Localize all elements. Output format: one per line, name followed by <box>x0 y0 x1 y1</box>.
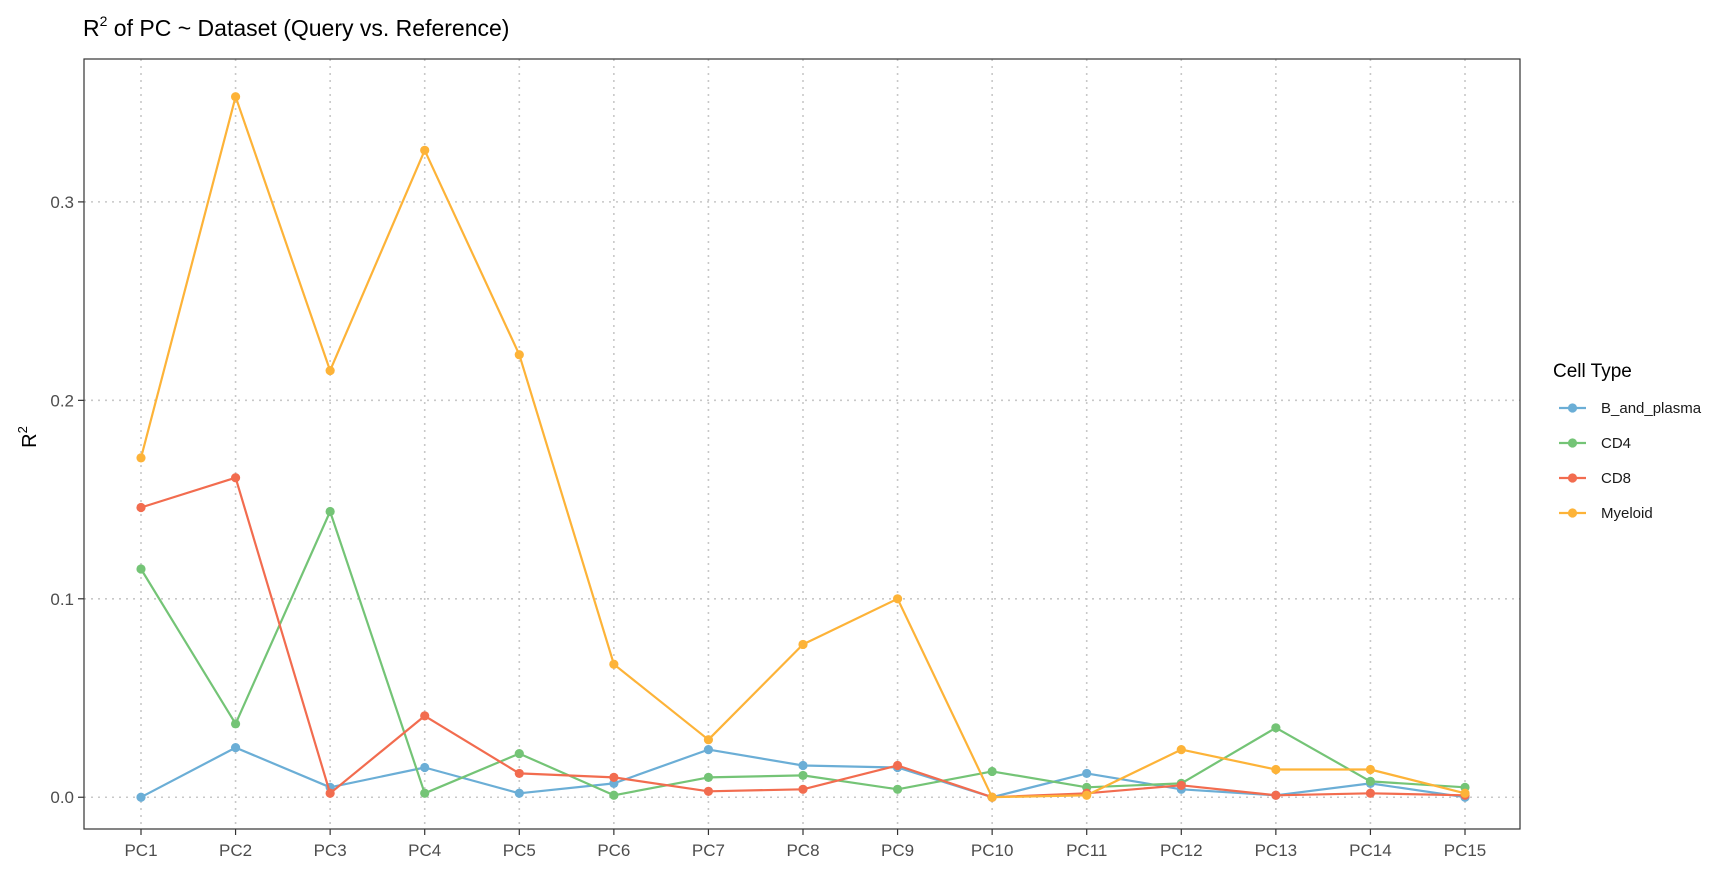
data-point-cd8 <box>1176 780 1186 790</box>
x-tick-label: PC15 <box>1444 841 1487 860</box>
data-point-myeloid <box>1082 790 1092 800</box>
data-point-cd8 <box>1365 788 1376 798</box>
legend: Cell Type B_and_plasma CD4 CD8 Myeloid <box>1553 361 1702 522</box>
y-tick-label: 0.1 <box>50 590 74 609</box>
series-line-cd8 <box>140 476 1466 799</box>
x-tick-label: PC9 <box>881 841 914 860</box>
data-point-myeloid <box>609 659 619 669</box>
data-point-myeloid <box>892 594 903 604</box>
data-point-cd8 <box>1271 790 1281 800</box>
data-point-b-and-plasma <box>420 762 430 773</box>
legend-label: Myeloid <box>1601 505 1653 522</box>
x-tick-label: PC4 <box>408 841 441 860</box>
series-myeloid <box>136 92 1470 802</box>
data-point-cd4 <box>420 788 430 798</box>
data-point-myeloid <box>1460 788 1470 798</box>
x-tick-label: PC7 <box>692 841 725 860</box>
data-point-cd4 <box>798 770 808 781</box>
data-point-b-and-plasma <box>798 760 808 771</box>
legend-label: B_and_plasma <box>1601 400 1702 417</box>
y-tick-label: 0.0 <box>50 788 74 807</box>
data-point-myeloid <box>1271 764 1281 775</box>
data-point-cd8 <box>609 772 619 783</box>
data-point-cd4 <box>609 790 619 800</box>
legend-title: Cell Type <box>1553 361 1632 382</box>
legend-label: CD4 <box>1601 435 1631 452</box>
data-point-cd8 <box>798 784 808 794</box>
data-point-myeloid <box>420 145 430 155</box>
data-point-cd8 <box>136 502 146 513</box>
data-point-cd4 <box>514 748 524 759</box>
legend-key-point <box>1567 403 1578 413</box>
data-point-b-and-plasma <box>230 743 241 753</box>
data-point-cd4 <box>325 506 335 517</box>
legend-key-point <box>1567 438 1578 448</box>
data-point-myeloid <box>325 365 335 376</box>
data-point-cd8 <box>325 788 335 798</box>
x-tick-label: PC12 <box>1160 841 1203 860</box>
data-point-cd4 <box>1271 723 1281 733</box>
data-point-cd8 <box>514 768 524 779</box>
series-layer <box>136 92 1470 802</box>
legend-item-myeloid: Myeloid <box>1559 505 1653 522</box>
y-tick-label: 0.2 <box>50 391 74 410</box>
data-point-myeloid <box>1176 745 1186 755</box>
legend-key-point <box>1567 473 1578 483</box>
data-point-b-and-plasma <box>514 788 524 798</box>
data-point-myeloid <box>230 92 241 102</box>
data-point-cd4 <box>1365 776 1376 786</box>
data-point-cd4 <box>703 772 714 783</box>
data-point-cd8 <box>892 760 903 771</box>
legend-item-cd8: CD8 <box>1559 470 1631 487</box>
x-tick-label: PC13 <box>1255 841 1298 860</box>
x-tick-label: PC2 <box>219 841 252 860</box>
data-point-myeloid <box>798 639 808 650</box>
x-tick-label: PC10 <box>971 841 1014 860</box>
y-axis-title: R2 <box>15 426 41 448</box>
data-point-cd4 <box>136 564 146 574</box>
x-tick-label: PC6 <box>597 841 630 860</box>
chart-title: R2 of PC ~ Dataset (Query vs. Reference) <box>83 13 509 41</box>
x-tick-label: PC8 <box>786 841 819 860</box>
x-tick-label: PC5 <box>503 841 536 860</box>
data-point-cd8 <box>420 711 430 721</box>
data-point-cd4 <box>987 766 997 777</box>
data-point-cd4 <box>892 784 903 794</box>
data-point-cd4 <box>230 719 241 729</box>
data-point-myeloid <box>136 453 146 463</box>
x-tick-label: PC1 <box>124 841 157 860</box>
data-point-myeloid <box>987 792 997 802</box>
axes: 0.0 0.1 0.2 0.3 PC1 PC2 PC3 PC4 PC5 PC6 PC7 PC8 PC9 P… <box>50 193 1486 860</box>
x-tick-label: PC11 <box>1066 841 1107 860</box>
plot-panel-border <box>83 58 1521 830</box>
data-point-b-and-plasma <box>136 792 146 802</box>
x-tick-label: PC3 <box>314 841 347 860</box>
legend-item-b-and-plasma: B_and_plasma <box>1559 400 1702 417</box>
series-cd4 <box>136 506 1470 800</box>
grid <box>84 59 1520 829</box>
series-line-myeloid <box>139 95 1466 799</box>
x-tick-label: PC14 <box>1349 841 1392 860</box>
data-point-myeloid <box>703 735 714 745</box>
data-point-myeloid <box>1365 764 1376 775</box>
data-point-cd8 <box>703 786 714 796</box>
data-point-b-and-plasma <box>703 745 714 755</box>
legend-item-cd4: CD4 <box>1559 435 1631 452</box>
data-point-cd8 <box>230 473 241 483</box>
data-point-b-and-plasma <box>1082 768 1092 779</box>
data-point-myeloid <box>514 350 524 360</box>
legend-key-point <box>1567 508 1578 518</box>
legend-label: CD8 <box>1601 470 1631 487</box>
y-tick-label: 0.3 <box>50 193 74 212</box>
